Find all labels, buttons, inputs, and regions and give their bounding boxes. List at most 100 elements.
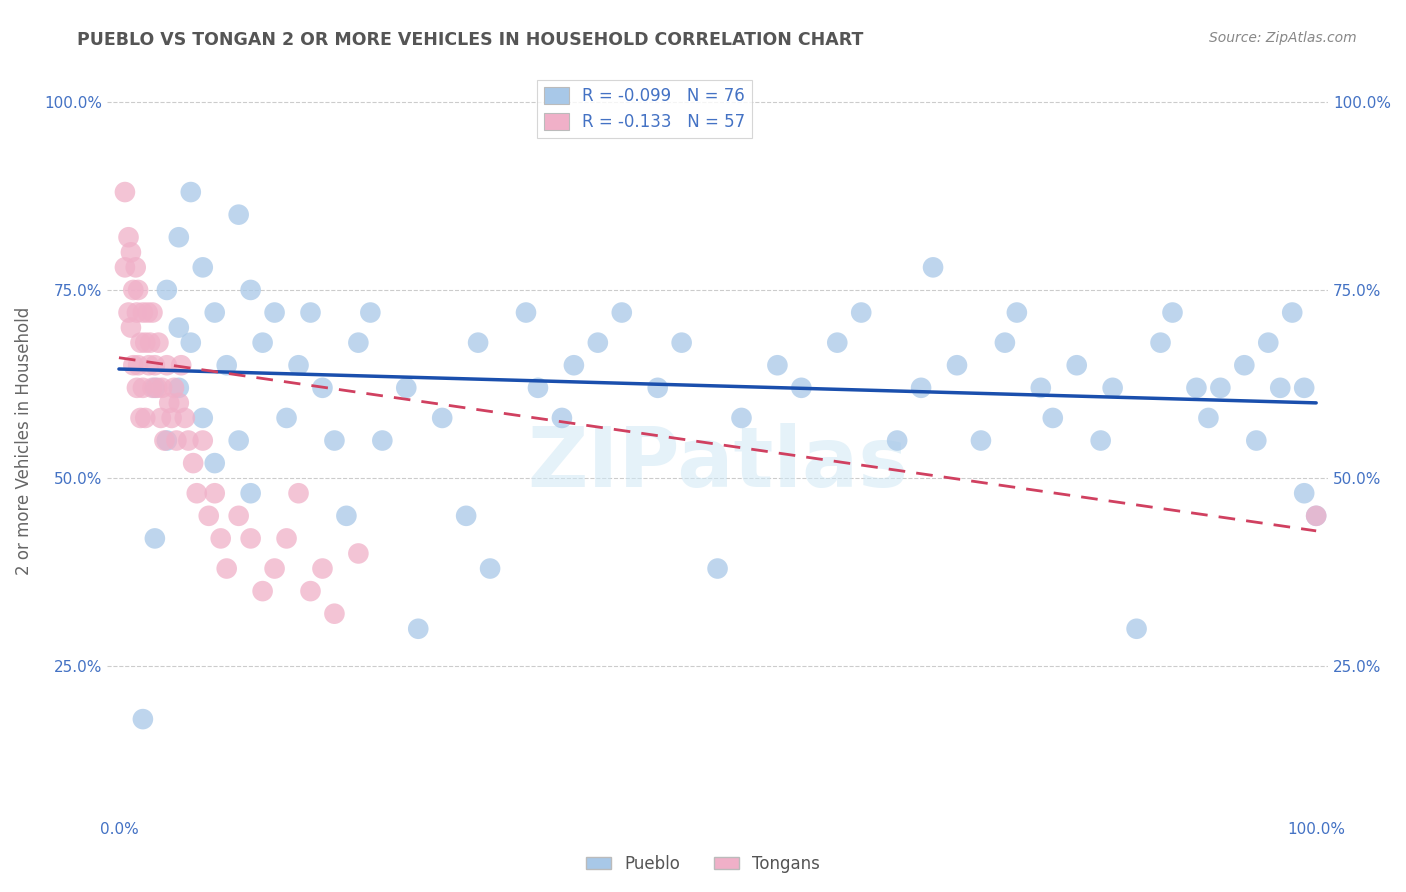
Point <box>335 508 357 523</box>
Point <box>886 434 908 448</box>
Point <box>1270 381 1292 395</box>
Point <box>994 335 1017 350</box>
Point <box>239 283 262 297</box>
Point <box>148 335 170 350</box>
Point <box>252 584 274 599</box>
Point <box>114 185 136 199</box>
Point <box>153 434 176 448</box>
Point <box>127 358 149 372</box>
Point <box>120 245 142 260</box>
Point <box>1042 411 1064 425</box>
Point <box>467 335 489 350</box>
Point <box>160 411 183 425</box>
Point <box>790 381 813 395</box>
Point <box>252 335 274 350</box>
Point <box>1305 508 1327 523</box>
Point <box>125 260 148 275</box>
Point <box>134 335 156 350</box>
Point <box>1066 358 1088 372</box>
Point <box>395 381 418 395</box>
Point <box>347 546 370 560</box>
Point <box>191 260 214 275</box>
Point <box>1197 411 1219 425</box>
Point <box>263 561 285 575</box>
Point <box>1305 508 1327 523</box>
Point <box>150 381 173 395</box>
Point <box>204 486 226 500</box>
Point <box>138 358 160 372</box>
Point <box>922 260 945 275</box>
Point <box>136 305 159 319</box>
Point <box>156 358 179 372</box>
Point <box>1233 358 1256 372</box>
Point <box>143 381 166 395</box>
Point <box>586 335 609 350</box>
Point <box>143 532 166 546</box>
Point <box>204 305 226 319</box>
Point <box>1029 381 1052 395</box>
Point <box>1246 434 1268 448</box>
Point <box>527 381 550 395</box>
Point <box>1257 335 1279 350</box>
Point <box>122 283 145 297</box>
Point <box>562 358 585 372</box>
Point <box>156 434 179 448</box>
Point <box>125 381 148 395</box>
Point <box>191 411 214 425</box>
Point <box>287 358 309 372</box>
Y-axis label: 2 or more Vehicles in Household: 2 or more Vehicles in Household <box>15 307 32 574</box>
Point <box>299 584 322 599</box>
Point <box>706 561 728 575</box>
Point <box>432 411 454 425</box>
Point <box>181 456 204 470</box>
Text: ZIPatlas: ZIPatlas <box>527 423 908 504</box>
Point <box>114 260 136 275</box>
Point <box>287 486 309 500</box>
Point <box>1294 486 1316 500</box>
Point <box>127 283 149 297</box>
Point <box>946 358 969 372</box>
Point <box>1281 305 1303 319</box>
Point <box>323 434 346 448</box>
Point <box>191 434 214 448</box>
Point <box>215 561 238 575</box>
Point <box>117 305 139 319</box>
Point <box>204 456 226 470</box>
Point <box>311 381 333 395</box>
Point <box>173 411 195 425</box>
Point <box>180 185 202 199</box>
Point <box>132 712 155 726</box>
Point <box>239 486 262 500</box>
Point <box>323 607 346 621</box>
Point <box>180 335 202 350</box>
Point <box>143 358 166 372</box>
Point <box>134 411 156 425</box>
Point <box>359 305 381 319</box>
Point <box>167 381 190 395</box>
Point <box>647 381 669 395</box>
Point <box>970 434 993 448</box>
Point <box>730 411 752 425</box>
Legend: R = -0.099   N = 76, R = -0.133   N = 57: R = -0.099 N = 76, R = -0.133 N = 57 <box>537 80 752 138</box>
Point <box>157 396 180 410</box>
Point <box>1090 434 1112 448</box>
Point <box>827 335 849 350</box>
Point <box>170 358 193 372</box>
Point <box>209 532 232 546</box>
Point <box>165 434 187 448</box>
Point <box>1185 381 1208 395</box>
Point <box>186 486 208 500</box>
Point <box>122 358 145 372</box>
Point <box>239 532 262 546</box>
Point <box>347 335 370 350</box>
Point <box>139 335 162 350</box>
Point <box>479 561 502 575</box>
Point <box>156 283 179 297</box>
Point <box>371 434 394 448</box>
Point <box>228 434 250 448</box>
Point <box>167 396 190 410</box>
Point <box>125 305 148 319</box>
Text: PUEBLO VS TONGAN 2 OR MORE VEHICLES IN HOUSEHOLD CORRELATION CHART: PUEBLO VS TONGAN 2 OR MORE VEHICLES IN H… <box>77 31 863 49</box>
Point <box>141 305 163 319</box>
Point <box>163 381 186 395</box>
